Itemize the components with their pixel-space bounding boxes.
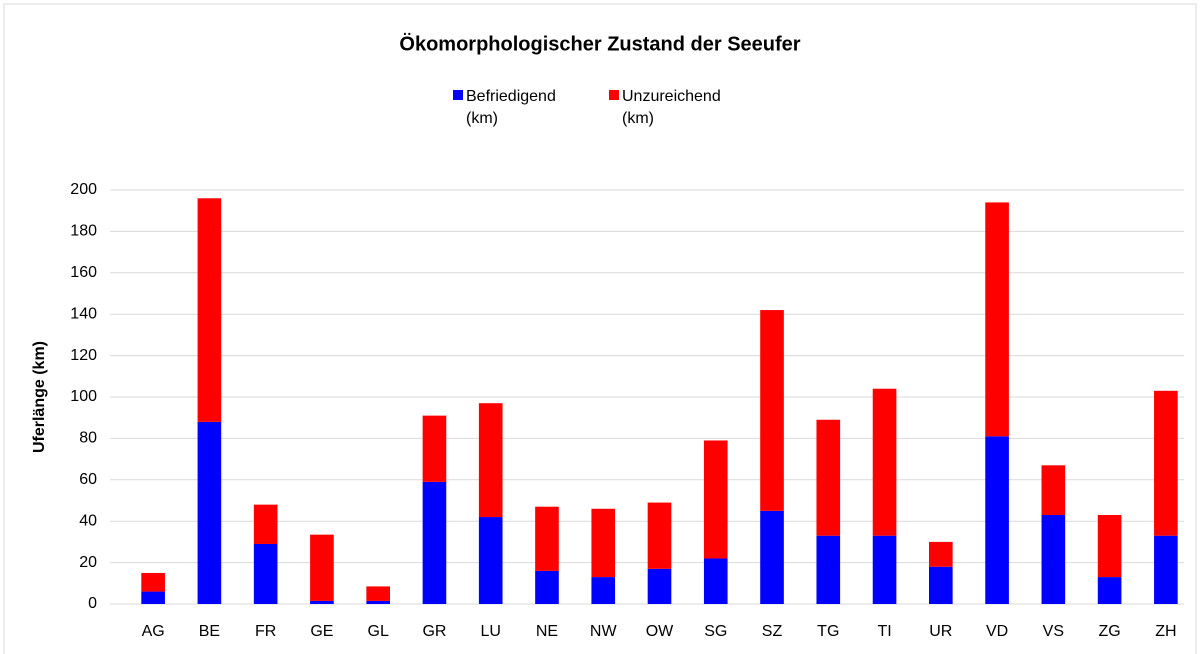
bar-segment	[1097, 577, 1122, 604]
bar-segment	[422, 481, 447, 604]
legend-swatch	[609, 90, 619, 100]
legend-label: Befriedigend (km)	[466, 88, 556, 127]
bar-segment	[816, 535, 841, 604]
y-axis-label: Uferlänge (km)	[31, 341, 48, 453]
bar-segment	[253, 543, 278, 604]
bar-segment	[1154, 535, 1178, 604]
bar-segment	[366, 586, 390, 601]
y-tick-label: 40	[79, 512, 97, 529]
legend-swatch	[453, 90, 463, 100]
bar-segment	[141, 591, 165, 604]
chart-title: Ökomorphologischer Zustand der Seeufer	[399, 32, 800, 55]
bar-segment	[985, 436, 1009, 604]
bar-segment	[929, 541, 953, 567]
x-tick-label: OW	[646, 623, 674, 640]
bar-segment	[197, 198, 222, 422]
x-tick-label: SZ	[762, 623, 783, 640]
bar-segment	[647, 502, 672, 569]
y-tick-label: 20	[79, 554, 97, 571]
bar-segment	[1097, 514, 1122, 578]
legend-item: Befriedigend (km)	[453, 86, 591, 130]
chart-frame	[3, 3, 1197, 654]
bar-segment	[253, 504, 278, 544]
x-tick-label: ZH	[1155, 623, 1176, 640]
bar-segment	[535, 570, 559, 604]
bar-segment	[872, 388, 897, 536]
x-tick-label: NW	[590, 623, 618, 640]
x-tick-label: BE	[199, 623, 220, 640]
bar-segment	[985, 202, 1009, 437]
bar-segment	[929, 566, 953, 604]
bar-segment	[310, 534, 334, 601]
x-tick-label: UR	[929, 623, 952, 640]
bar-segment	[197, 421, 222, 604]
bar-segment	[535, 506, 559, 571]
x-tick-label: TG	[817, 623, 839, 640]
bar-segment	[478, 403, 503, 518]
x-tick-label: GL	[368, 623, 389, 640]
y-tick-label: 80	[79, 430, 97, 447]
bar-segment	[816, 419, 841, 536]
x-tick-label: GR	[422, 623, 446, 640]
bar-segment	[872, 535, 897, 604]
y-tick-label: 100	[70, 388, 97, 405]
x-tick-label: GE	[310, 623, 333, 640]
bar-segment	[1041, 465, 1066, 515]
bar-segment	[1154, 390, 1178, 536]
x-tick-label: ZG	[1098, 623, 1120, 640]
y-tick-label: 200	[70, 181, 97, 198]
bar-segment	[1041, 514, 1066, 604]
x-tick-label: TI	[877, 623, 891, 640]
x-tick-label: LU	[480, 623, 500, 640]
bar-segment	[422, 415, 447, 482]
y-tick-label: 140	[70, 305, 97, 322]
bar-segment	[703, 558, 728, 604]
bar-segment	[703, 440, 728, 559]
y-tick-label: 60	[79, 471, 97, 488]
x-tick-label: FR	[255, 623, 276, 640]
x-tick-label: AG	[142, 623, 165, 640]
bar-segment	[478, 517, 503, 604]
y-tick-label: 120	[70, 347, 97, 364]
legend-item: Unzureichend (km)	[609, 86, 747, 130]
x-tick-label: NE	[536, 623, 558, 640]
x-tick-label: VS	[1043, 623, 1064, 640]
y-tick-label: 160	[70, 264, 97, 281]
legend-label: Unzureichend (km)	[622, 88, 721, 127]
bar-segment	[647, 568, 672, 604]
x-tick-label: VD	[986, 623, 1008, 640]
bar-segment	[366, 600, 390, 604]
y-tick-label: 0	[88, 595, 97, 612]
bar-segment	[760, 310, 784, 511]
legend: Befriedigend (km) Unzureichend (km)	[0, 86, 1200, 130]
bar-segment	[591, 508, 616, 578]
y-tick-label: 180	[70, 223, 97, 240]
bar-segment	[591, 577, 616, 604]
bar-segment	[760, 510, 784, 604]
x-tick-label: SG	[704, 623, 727, 640]
bar-segment	[310, 600, 334, 604]
bar-segment	[141, 572, 165, 592]
